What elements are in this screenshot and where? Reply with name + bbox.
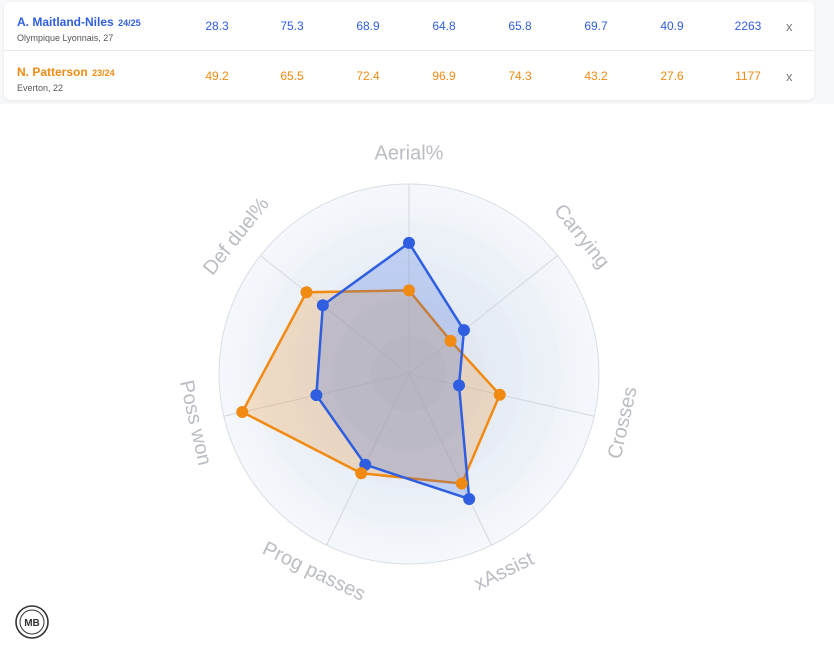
stat-value: 27.6	[660, 69, 684, 83]
data-point	[453, 379, 466, 392]
data-point	[455, 477, 468, 490]
axis-label: xAssist	[471, 548, 538, 595]
player-club: Everton, 22	[17, 83, 64, 93]
player-comparison-table: A. Maitland-Niles 24/25 Olympique Lyonna…	[4, 2, 814, 100]
data-point	[444, 334, 457, 347]
stat-value: 40.9	[660, 19, 684, 33]
stat-value: 1177	[735, 69, 761, 83]
series-area	[241, 289, 502, 485]
stat-value: 75.3	[280, 19, 304, 33]
stat-value: 2263	[734, 19, 762, 33]
logo-text: MB	[24, 618, 40, 629]
stat-value: 49.2	[205, 69, 229, 83]
radar-spoke	[408, 255, 558, 375]
data-point	[310, 389, 323, 402]
stat-value: 28.3	[205, 19, 229, 33]
radar-chart-panel: Aerial% Carrying Crosses xAssist Prog passes…	[0, 104, 834, 659]
data-point	[316, 299, 329, 312]
stat-value: 43.2	[584, 69, 608, 83]
radar-spoke	[260, 255, 410, 375]
series-area	[315, 241, 471, 501]
player-row: N. Patterson 23/24 Everton, 22 49.2 65.5…	[4, 52, 814, 100]
stat-value: 64.8	[432, 19, 456, 33]
remove-player-button[interactable]: x	[786, 69, 793, 84]
data-point	[300, 286, 313, 299]
stat-value: 68.9	[356, 19, 380, 33]
data-point	[403, 284, 415, 297]
data-point	[463, 492, 476, 505]
player-name[interactable]: N. Patterson	[17, 65, 88, 79]
data-point	[457, 324, 470, 337]
stat-value: 96.9	[432, 69, 456, 83]
player-season: 24/25	[118, 18, 141, 28]
stat-value: 69.7	[584, 19, 608, 33]
stat-value: 65.8	[508, 19, 532, 33]
player-info: N. Patterson 23/24 Everton, 22	[17, 63, 115, 93]
player-name[interactable]: A. Maitland-Niles	[17, 15, 114, 29]
player-row: A. Maitland-Niles 24/25 Olympique Lyonna…	[4, 2, 814, 51]
axis-label: Crosses	[604, 385, 642, 461]
data-point	[403, 236, 415, 249]
brand-logo: MB	[15, 605, 49, 639]
data-point	[493, 388, 506, 401]
remove-player-button[interactable]: x	[786, 19, 793, 34]
player-club: Olympique Lyonnais, 27	[17, 33, 114, 43]
data-point	[355, 467, 368, 480]
stat-value: 74.3	[508, 69, 532, 83]
axis-label: Poss won	[175, 378, 216, 467]
player-info: A. Maitland-Niles 24/25 Olympique Lyonna…	[17, 13, 141, 43]
player-season: 23/24	[92, 68, 115, 78]
axis-label: Aerial%	[375, 142, 444, 164]
stat-value: 65.5	[280, 69, 304, 83]
radar-spoke	[408, 373, 492, 546]
stat-value: 72.4	[356, 69, 380, 83]
data-point	[236, 406, 249, 419]
